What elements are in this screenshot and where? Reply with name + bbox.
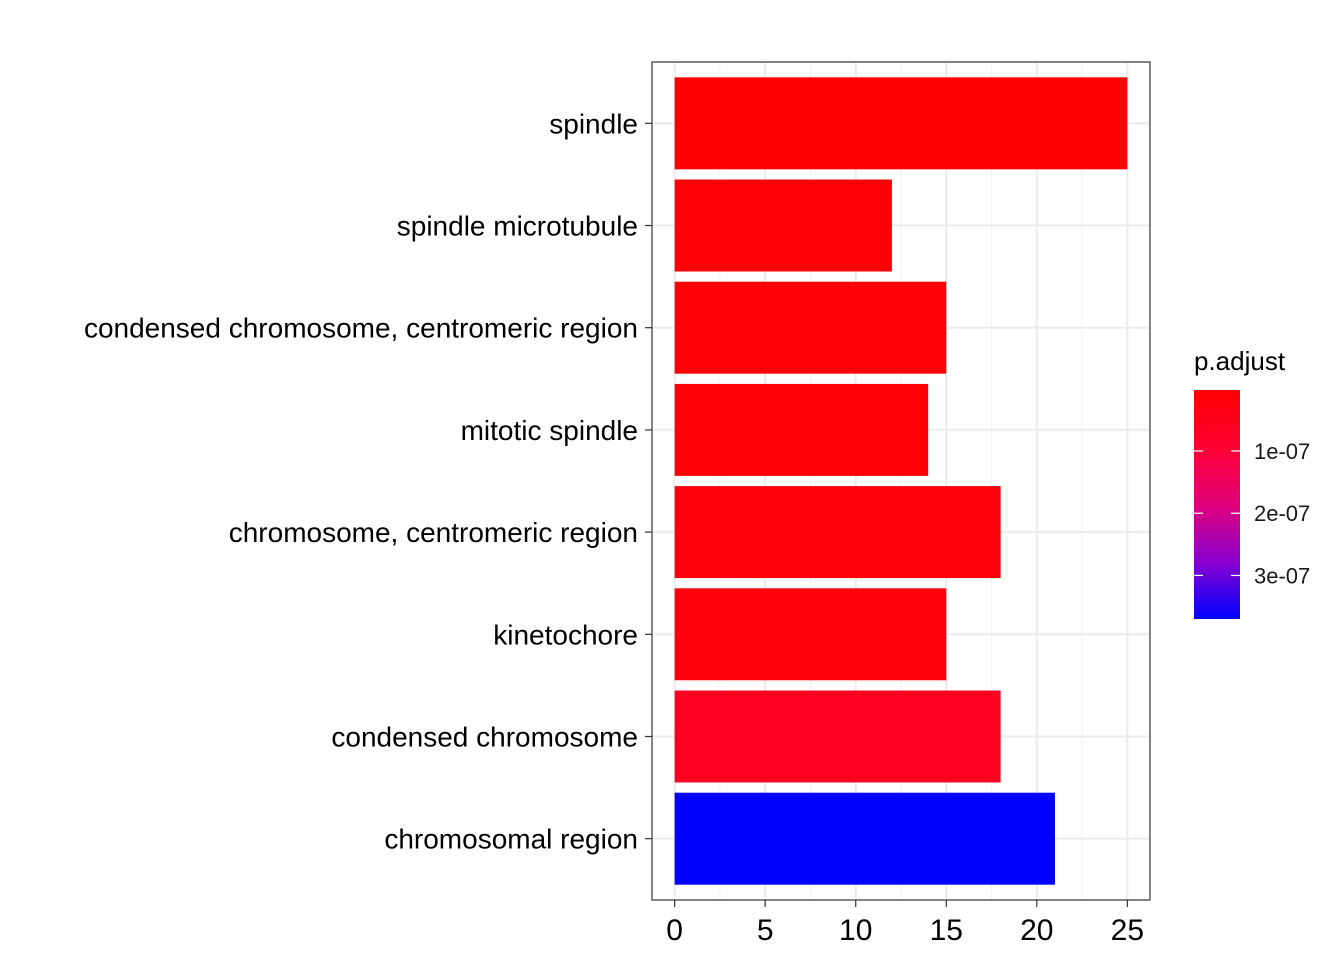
legend-title: p.adjust xyxy=(1194,346,1286,376)
bar xyxy=(674,690,1001,783)
bar xyxy=(674,486,1001,579)
bar xyxy=(674,383,929,476)
bar xyxy=(674,588,947,681)
x-tick-label: 10 xyxy=(839,914,872,947)
y-tick-label: condensed chromosome xyxy=(331,721,638,752)
legend-tick-label: 2e-07 xyxy=(1254,501,1310,526)
x-tick-label: 0 xyxy=(666,914,683,947)
y-tick-label: spindle microtubule xyxy=(397,211,638,242)
x-axis: 0 5 10 15 20 25 xyxy=(666,900,1144,947)
legend-tick-label: 1e-07 xyxy=(1254,439,1310,464)
y-tick-label: condensed chromosome, centromeric region xyxy=(84,313,638,344)
y-tick-label: spindle xyxy=(549,108,638,139)
bar xyxy=(674,179,892,272)
legend-ticks: 1e-07 2e-07 3e-07 xyxy=(1194,439,1310,588)
y-tick-label: mitotic spindle xyxy=(461,415,638,446)
legend-tick-label: 3e-07 xyxy=(1254,563,1310,588)
y-tick-label: chromosome, centromeric region xyxy=(229,517,638,548)
bar xyxy=(674,77,1128,170)
y-tick-label: chromosomal region xyxy=(384,824,638,855)
y-axis: spindle spindle microtubule condensed chro… xyxy=(84,108,652,855)
bar xyxy=(674,792,1055,885)
panel-border xyxy=(651,61,1151,901)
x-tick-label: 25 xyxy=(1111,914,1144,947)
x-tick-label: 5 xyxy=(757,914,774,947)
x-tick-label: 15 xyxy=(930,914,963,947)
x-tick-label: 20 xyxy=(1020,914,1053,947)
legend-colorbar xyxy=(1194,390,1240,619)
y-tick-label: kinetochore xyxy=(493,619,638,650)
legend: p.adjust 1e-07 2e-07 3e-07 xyxy=(1194,346,1310,619)
bars xyxy=(674,77,1128,885)
bar xyxy=(674,281,947,374)
